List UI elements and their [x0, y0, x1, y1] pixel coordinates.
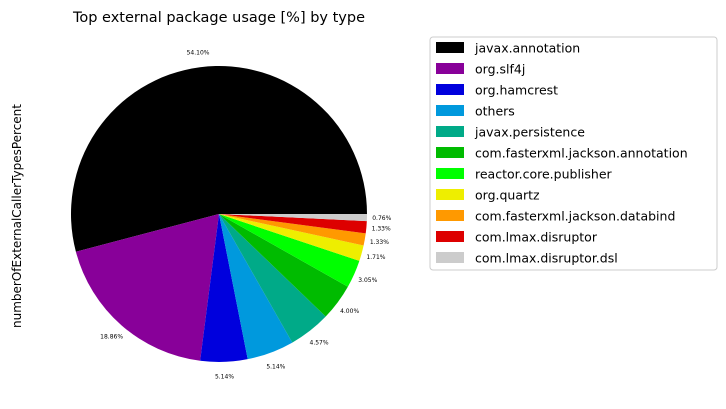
percent-label: 1.33%: [372, 226, 391, 233]
percent-label: 1.71%: [366, 254, 385, 261]
legend-label: others: [475, 104, 515, 119]
legend-label: org.quartz: [475, 188, 540, 203]
pie-slice: [219, 214, 348, 317]
pie-slice: [219, 214, 293, 360]
legend-swatch: [436, 84, 464, 95]
pie-slice: [219, 214, 367, 222]
legend-swatch: [436, 168, 464, 179]
legend-swatch: [436, 105, 464, 116]
percent-labels: 54.10% 18.86% 5.14% 5.14% 4.57% 4.00% 3.05% 1.7…: [100, 50, 391, 381]
legend-swatch: [436, 42, 464, 53]
percent-label: 5.14%: [266, 364, 285, 371]
percent-label: 54.10%: [187, 50, 210, 57]
percent-label: 5.14%: [215, 374, 234, 381]
legend-label: com.lmax.disruptor: [475, 230, 598, 245]
legend-swatch: [436, 126, 464, 137]
legend-frame: [429, 36, 718, 271]
percent-label: 4.57%: [310, 339, 329, 346]
legend-swatch: [436, 231, 464, 242]
legend-label: reactor.core.publisher: [475, 167, 613, 182]
legend-swatch: [436, 63, 464, 74]
legend-swatch: [436, 147, 464, 158]
percent-label: 3.05%: [358, 277, 377, 284]
percent-label: 0.76%: [372, 215, 391, 222]
legend-label: javax.annotation: [474, 41, 580, 56]
legend-label: org.hamcrest: [475, 83, 558, 98]
legend-swatch: [436, 210, 464, 221]
pie-slice: [219, 214, 364, 261]
pie-slices: [71, 66, 367, 363]
legend-label: org.slf4j: [475, 62, 525, 77]
pie-slice: [75, 214, 219, 361]
pie-slice: [219, 214, 360, 287]
legend-label: com.fasterxml.jackson.databind: [475, 209, 675, 224]
legend-swatch: [436, 252, 464, 263]
legend-label: com.fasterxml.jackson.annotation: [475, 146, 688, 161]
percent-label: 1.33%: [370, 239, 389, 246]
pie-slice: [219, 214, 326, 343]
pie-slice: [219, 214, 366, 246]
pie-slice: [200, 214, 248, 363]
pie-slice: [219, 214, 367, 234]
y-axis-label: numberOfExternalCallerTypesPercent: [10, 104, 24, 328]
legend: javax.annotation org.slf4j org.hamcrest oth…: [429, 36, 718, 271]
legend-swatch: [436, 189, 464, 200]
percent-label: 18.86%: [100, 333, 123, 340]
legend-label: javax.persistence: [474, 125, 585, 140]
pie-slice: [71, 66, 367, 252]
percent-label: 4.00%: [340, 308, 359, 315]
legend-label: com.lmax.disruptor.dsl: [475, 251, 618, 266]
chart-title: Top external package usage [%] by type: [72, 10, 365, 26]
